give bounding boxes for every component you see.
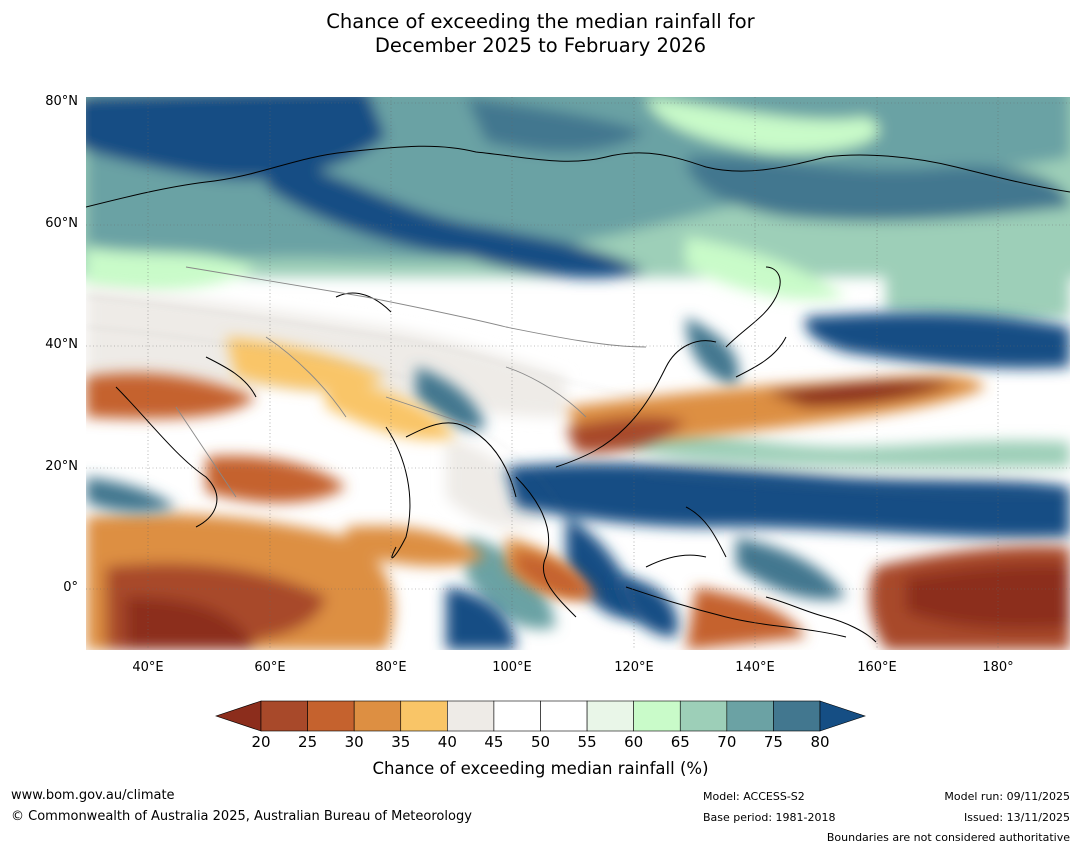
lon-label-160e: 160°E — [857, 660, 897, 675]
colorbar-tick-labels: 20 25 30 35 40 45 50 55 60 65 70 75 80 — [251, 733, 829, 751]
colorbar-tick-label: 70 — [717, 733, 736, 751]
colorbar: 20 25 30 35 40 45 50 55 60 65 70 75 80 — [215, 700, 866, 751]
lat-label-0: 0° — [63, 580, 78, 595]
lon-label-180: 180° — [982, 660, 1014, 675]
model-run-text: Model run: 09/11/2025 — [944, 790, 1070, 803]
colorbar-tick-label: 65 — [671, 733, 690, 751]
colorbar-tick-label: 25 — [298, 733, 317, 751]
lon-label-100e: 100°E — [492, 660, 532, 675]
colorbar-segment — [493, 700, 541, 732]
lat-label-80n: 80°N — [45, 94, 78, 109]
lon-label-120e: 120°E — [614, 660, 654, 675]
rainfall-probability-map — [86, 97, 1070, 650]
colorbar-tick-label: 40 — [438, 733, 457, 751]
country-borders — [175, 266, 647, 498]
colorbar-tick-label: 55 — [578, 733, 597, 751]
website-link[interactable]: www.bom.gov.au/climate — [11, 788, 175, 803]
colorbar-segments — [215, 700, 866, 732]
colorbar-tick-label: 75 — [764, 733, 783, 751]
graticule — [86, 97, 1070, 650]
lon-label-60e: 60°E — [254, 660, 286, 675]
colorbar-segment — [679, 700, 728, 732]
lat-label-40n: 40°N — [45, 337, 78, 352]
lat-label-20n: 20°N — [45, 459, 78, 474]
colorbar-segment — [773, 700, 821, 732]
lon-label-140e: 140°E — [735, 660, 775, 675]
colorbar-segment — [447, 700, 495, 732]
colorbar-segment — [540, 700, 588, 732]
colorbar-segment — [307, 700, 355, 732]
copyright-text: © Commonwealth of Australia 2025, Austra… — [11, 809, 472, 824]
colorbar-over-arrow — [819, 700, 866, 732]
chart-title: Chance of exceeding the median rainfall … — [0, 10, 1081, 58]
colorbar-tick-label: 80 — [810, 733, 829, 751]
colorbar-segment — [586, 700, 634, 732]
colorbar-label: Chance of exceeding median rainfall (%) — [372, 759, 709, 778]
colorbar-tick-label: 45 — [484, 733, 503, 751]
contour-lines — [86, 296, 1070, 518]
title-line-2: December 2025 to February 2026 — [374, 34, 707, 57]
model-text: Model: ACCESS-S2 — [703, 790, 805, 803]
colorbar-tick-label: 20 — [251, 733, 270, 751]
disclaimer-text: Boundaries are not considered authoritat… — [826, 831, 1070, 844]
colorbar-segment — [353, 700, 402, 732]
colorbar-segment — [260, 700, 308, 732]
northern-wet-region — [86, 97, 1070, 322]
colorbar-tick-label: 30 — [345, 733, 364, 751]
colorbar-tick-label: 60 — [624, 733, 643, 751]
issued-text: Issued: 13/11/2025 — [963, 811, 1070, 824]
colorbar-tick-label: 35 — [391, 733, 410, 751]
lat-label-60n: 60°N — [45, 216, 78, 231]
lon-label-80e: 80°E — [375, 660, 407, 675]
base-period-text: Base period: 1981-2018 — [703, 811, 836, 824]
colorbar-segment — [633, 700, 681, 732]
lon-label-40e: 40°E — [132, 660, 164, 675]
south-wet-patches — [86, 477, 678, 650]
coastlines — [86, 145, 1070, 643]
colorbar-segment — [726, 700, 774, 732]
colorbar-segment — [400, 700, 448, 732]
colorbar-under-arrow — [215, 700, 262, 732]
east-asia-dry-band — [566, 375, 986, 453]
colorbar-tick-label: 50 — [531, 733, 550, 751]
maritime-continent-dry-region — [516, 545, 1070, 650]
title-line-1: Chance of exceeding the median rainfall … — [326, 10, 755, 33]
